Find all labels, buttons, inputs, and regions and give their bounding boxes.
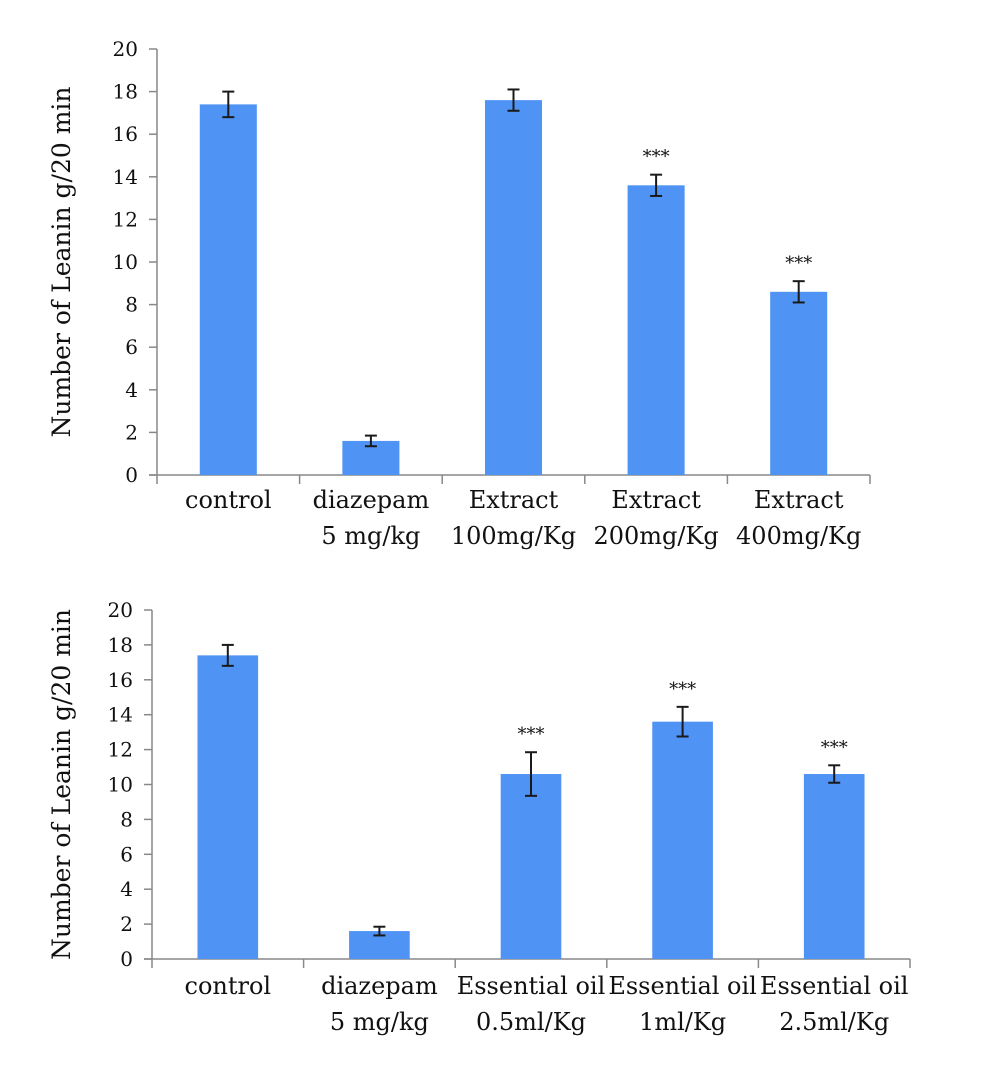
y-tick-label: 0 bbox=[120, 947, 133, 971]
error-bar bbox=[364, 434, 377, 448]
y-tick-label: 14 bbox=[108, 703, 133, 727]
y-tick-label: 0 bbox=[125, 463, 138, 487]
x-tick-label: 100mg/Kg bbox=[451, 522, 576, 550]
y-axis-label: Number of Leanin g/20 min bbox=[47, 609, 76, 960]
x-tick-label: Extract bbox=[611, 486, 701, 514]
y-tick-label: 14 bbox=[113, 165, 138, 189]
significance-marker: *** bbox=[518, 724, 545, 745]
y-tick-label: 20 bbox=[108, 598, 133, 622]
significance-marker: *** bbox=[643, 147, 670, 168]
y-tick-label: 20 bbox=[113, 37, 138, 61]
bar bbox=[627, 185, 685, 475]
x-tick-label: Essential oil bbox=[608, 972, 757, 1000]
y-tick-label: 2 bbox=[125, 420, 138, 444]
error-bar bbox=[525, 751, 537, 797]
error-bar bbox=[650, 173, 663, 197]
y-axis-label: Number of Leanin g/20 min bbox=[47, 86, 76, 437]
x-tick-label: Essential oil bbox=[457, 972, 606, 1000]
error-bar bbox=[792, 280, 805, 304]
x-tick-label: diazepam bbox=[313, 486, 430, 514]
y-tick-label: 4 bbox=[120, 877, 133, 901]
y-tick-label: 10 bbox=[113, 250, 138, 274]
x-tick-label: 5 mg/kg bbox=[330, 1008, 429, 1036]
y-tick-label: 18 bbox=[108, 633, 133, 657]
chart-essential-oil: 0 2 4 6 8 10 12 14 16 18 20 Number of Leanin g/20 m… bbox=[47, 598, 911, 1036]
x-tick-label: 2.5ml/Kg bbox=[779, 1008, 889, 1036]
bar bbox=[803, 774, 865, 959]
error-bar bbox=[373, 925, 386, 937]
x-tick-label: control bbox=[185, 972, 272, 1000]
x-tick-label: Essential oil bbox=[760, 972, 909, 1000]
y-tick-label: 16 bbox=[108, 668, 133, 692]
y-tick-label: 10 bbox=[108, 773, 133, 797]
error-bar bbox=[828, 764, 841, 784]
bar bbox=[199, 104, 257, 475]
y-tick-label: 12 bbox=[108, 738, 133, 762]
y-tick-label: 2 bbox=[120, 912, 133, 936]
x-tick-label: 400mg/Kg bbox=[736, 522, 861, 550]
significance-marker: *** bbox=[821, 737, 848, 758]
x-tick-label: 0.5ml/Kg bbox=[476, 1008, 586, 1036]
y-tick-label: 16 bbox=[113, 122, 138, 146]
error-bar bbox=[221, 643, 234, 667]
y-tick-label: 8 bbox=[120, 807, 133, 831]
x-tick-label: 1ml/Kg bbox=[639, 1008, 726, 1036]
bar bbox=[500, 774, 562, 959]
x-tick-label: 5 mg/kg bbox=[321, 522, 420, 550]
significance-marker: *** bbox=[669, 679, 696, 700]
error-bar bbox=[507, 88, 520, 112]
x-tick-label: control bbox=[185, 486, 272, 514]
y-tick-label: 18 bbox=[113, 80, 138, 104]
bar bbox=[770, 291, 828, 475]
bar bbox=[652, 721, 713, 959]
x-tick-label: Extract bbox=[754, 486, 844, 514]
bar bbox=[484, 100, 543, 476]
error-bar bbox=[222, 90, 235, 119]
x-tick-label: Extract bbox=[469, 486, 559, 514]
y-tick-label: 6 bbox=[120, 842, 133, 866]
x-tick-label: diazepam bbox=[321, 972, 438, 1000]
significance-marker: *** bbox=[785, 253, 812, 274]
bar bbox=[197, 655, 259, 959]
y-tick-label: 6 bbox=[125, 335, 138, 359]
y-tick-label: 12 bbox=[113, 207, 138, 231]
chart-extract: 0 2 4 6 8 10 12 14 16 18 20 Number of Leanin g/20 m… bbox=[47, 37, 871, 550]
x-tick-label: 200mg/Kg bbox=[593, 522, 718, 550]
error-bar bbox=[676, 705, 689, 738]
y-tick-label: 8 bbox=[125, 293, 138, 317]
y-tick-label: 4 bbox=[125, 378, 138, 402]
